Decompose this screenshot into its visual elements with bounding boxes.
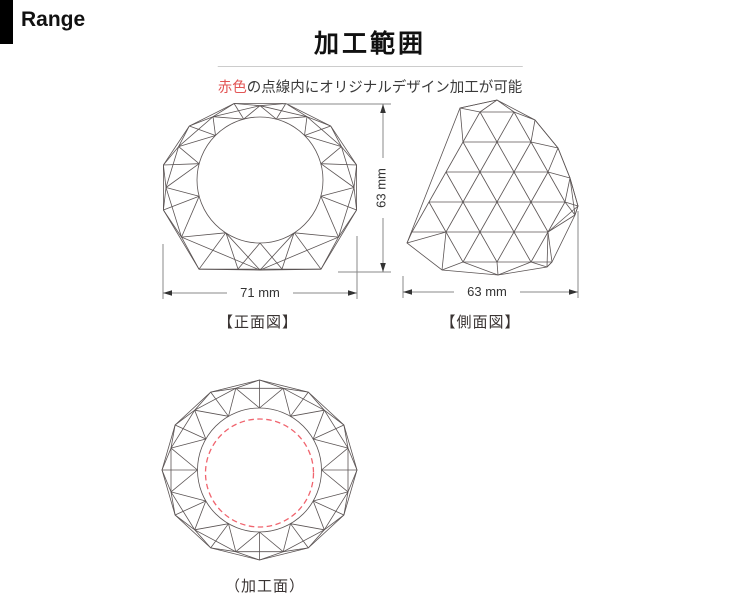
side-view-figure: 63 mm <box>402 99 579 299</box>
range-tab-bar <box>0 0 13 44</box>
front-height-dimension: 63 mm <box>373 168 388 208</box>
side-dimension-lines <box>402 211 579 298</box>
machining-face-caption: （加工面） <box>224 578 305 595</box>
front-width-dimension: 71 mm <box>240 285 280 300</box>
side-view-caption: 【側面図】 <box>440 314 521 331</box>
side-width-dimension: 63 mm <box>467 284 507 299</box>
subtitle-rest: の点線内にオリジナルデザイン加工が可能 <box>246 80 523 96</box>
machining-area-dashed-circle <box>204 418 315 528</box>
machining-face-figure <box>161 379 358 561</box>
section-title: 加工範囲 <box>313 30 426 58</box>
side-dimension-arrows <box>403 289 578 295</box>
front-view-drawing <box>163 103 357 271</box>
range-label: Range <box>21 8 86 31</box>
subtitle-highlight: 赤色 <box>217 80 247 96</box>
side-view-drawing <box>406 99 579 276</box>
front-dimension-arrows <box>163 104 386 296</box>
front-view-figure: 63 mm 71 mm <box>162 103 391 300</box>
front-view-caption: 【正面図】 <box>217 314 298 331</box>
section-subtitle: 赤色の点線内にオリジナルデザイン加工が可能 <box>217 66 523 97</box>
machining-face-drawing <box>161 379 358 561</box>
